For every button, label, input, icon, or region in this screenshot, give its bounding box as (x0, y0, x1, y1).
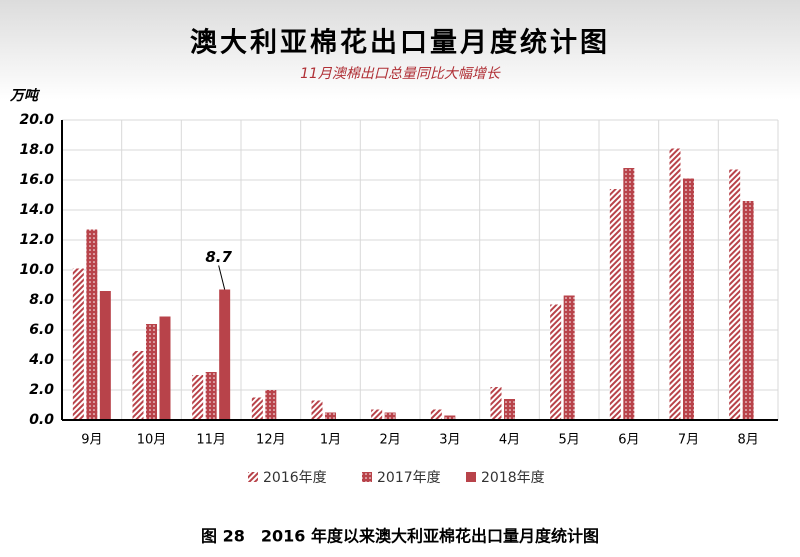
y-tick-label: 2.0 (29, 382, 54, 398)
bar (490, 387, 502, 420)
y-tick-label: 16.0 (19, 172, 54, 188)
bar (192, 375, 204, 420)
chart-subtitle: 11月澳棉出口总量同比大幅增长 (300, 66, 501, 82)
x-tick-label: 11月 (196, 433, 226, 448)
x-tick-label: 3月 (439, 433, 460, 448)
bar (132, 351, 144, 420)
bar (325, 412, 336, 420)
y-tick-label: 14.0 (19, 202, 54, 218)
y-tick-label: 10.0 (19, 262, 54, 278)
bar (86, 229, 98, 420)
legend-label: 2017年度 (377, 470, 441, 486)
x-tick-label: 4月 (499, 433, 520, 448)
bar (504, 399, 515, 420)
legend-label: 2016年度 (263, 470, 327, 486)
bar (311, 400, 323, 420)
bar (146, 324, 157, 420)
x-tick-label: 6月 (618, 433, 639, 448)
y-tick-label: 8.0 (29, 292, 54, 308)
y-tick-label: 4.0 (28, 352, 54, 368)
y-tick-label: 18.0 (19, 142, 54, 158)
legend-swatch (466, 472, 476, 482)
legend-swatch (362, 472, 372, 482)
y-axis-label: 万吨 (9, 87, 41, 104)
data-label: 8.7 (205, 248, 232, 266)
bar (669, 148, 681, 420)
x-tick-label: 12月 (256, 433, 286, 448)
bar (444, 415, 456, 420)
caption: 图 28 2016 年度以来澳大利亚棉花出口量月度统计图 (201, 527, 599, 546)
y-tick-label: 20.0 (19, 112, 54, 128)
bar (219, 289, 231, 420)
x-tick-label: 2月 (380, 433, 401, 448)
bar (265, 390, 277, 420)
annotation-leader (218, 265, 226, 290)
y-tick-label: 6.0 (29, 322, 54, 338)
bar (384, 412, 396, 420)
bar (371, 409, 383, 420)
bar (251, 397, 263, 420)
y-tick-label: 12.0 (19, 232, 54, 248)
x-tick-label: 8月 (738, 433, 759, 448)
x-tick-label: 7月 (678, 433, 699, 448)
bar (729, 169, 741, 420)
x-tick-label: 5月 (559, 433, 580, 448)
x-tick-label: 1月 (320, 433, 341, 448)
bar (205, 372, 217, 420)
y-tick-label: 0.0 (29, 412, 54, 428)
x-tick-label: 10月 (137, 433, 167, 448)
chart-title: 澳大利亚棉花出口量月度统计图 (190, 27, 610, 59)
x-tick-label: 9月 (81, 433, 102, 448)
bar (623, 168, 635, 420)
bar (430, 409, 442, 420)
legend-swatch (248, 472, 258, 482)
bar (742, 201, 754, 420)
header-bg (0, 0, 800, 100)
bar (72, 268, 84, 420)
legend-label: 2018年度 (481, 470, 545, 486)
bar (683, 178, 694, 420)
bar (99, 291, 111, 420)
bar (563, 295, 575, 420)
bar (609, 189, 621, 420)
bar (159, 316, 171, 420)
bar (550, 304, 562, 420)
